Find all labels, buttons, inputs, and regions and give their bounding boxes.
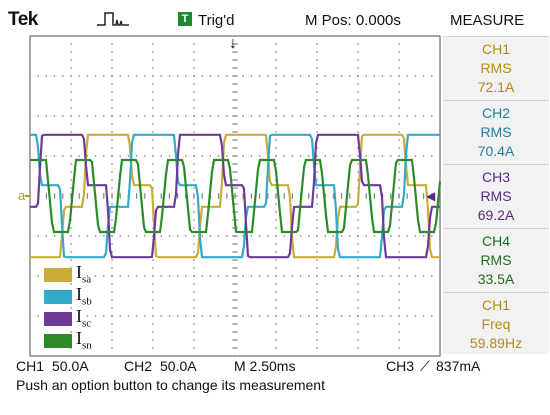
trigger-level: 837mA [436,358,481,374]
trigger-status-badge: T [178,12,192,26]
measure-menu-title: MEASURE [450,12,525,29]
channel-ground-marker: a [18,188,26,203]
waveform-legend: Isa Isb Isc Isn [44,262,114,352]
trigger-slope-icon: ⟋ [420,358,430,374]
measure-type: RMS [480,188,512,204]
measure-channel: CH2 [481,105,510,121]
legend-label: Isn [76,328,92,352]
measure-box-2[interactable]: CH2 RMS 70.4A [443,100,549,164]
measure-box-1[interactable]: CH1 RMS 72.1A [443,36,549,100]
legend-item-sa: Isa [44,262,114,286]
trigger-status-text: Trig'd [198,12,235,29]
measure-box-5[interactable]: CH1 Freq 59.89Hz [443,292,549,354]
legend-swatch [44,312,72,326]
status-message: Push an option button to change its meas… [16,377,325,393]
brand-logo: Tek [8,9,38,30]
measure-channel: CH4 [481,233,510,249]
legend-item-sc: Isc [44,306,114,330]
trigger-position-marker-icon: ↓ [229,35,237,52]
measure-type: RMS [480,124,512,140]
measure-type: Freq [481,316,511,332]
ch1-scale: 50.0A [52,358,89,374]
ch2-label: CH2 [124,358,153,374]
ch1-label: CH1 [16,358,45,374]
legend-item-sb: Isb [44,284,114,308]
legend-item-sn: Isn [44,328,114,352]
ch2-scale: 50.0A [160,358,197,374]
measure-box-3[interactable]: CH3 RMS 69.2A [443,164,549,228]
measure-box-4[interactable]: CH4 RMS 33.5A [443,228,549,292]
legend-swatch [44,268,72,282]
horizontal-position-readout: M Pos: 0.000s [305,12,401,29]
measure-type: RMS [480,252,512,268]
legend-swatch [44,334,72,348]
measure-channel: CH1 [481,297,510,313]
trigger-pulse-icon [97,12,129,26]
legend-label: Isb [76,284,92,308]
measure-channel: CH3 [481,169,510,185]
trace-ch3 [30,133,440,259]
legend-label: Isa [76,262,92,286]
measure-channel: CH1 [481,41,510,57]
legend-swatch [44,290,72,304]
trigger-source: CH3 [386,358,415,374]
top-status-bar: Tek T Trig'd M Pos: 0.000s MEASURE [0,0,550,36]
graticule [29,35,441,357]
measure-type: RMS [480,60,512,76]
measure-value: 69.2A [477,207,515,223]
trace-ch2 [30,133,440,259]
waveform-traces [30,133,442,259]
measure-value: 59.89Hz [469,335,523,351]
legend-label: Isc [76,306,92,330]
measure-value: 33.5A [477,271,515,287]
timebase-readout: M 2.50ms [234,358,296,374]
measure-value: 72.1A [477,79,515,95]
trace-ch4 [30,158,442,234]
trace-ch1 [30,133,440,259]
trigger-level-marker-icon: ◀ [426,189,436,203]
bottom-status-bar: CH1 50.0A CH2 50.0A M 2.50ms CH3 ⟋ 837mA… [0,356,550,396]
measure-value: 70.4A [477,143,515,159]
